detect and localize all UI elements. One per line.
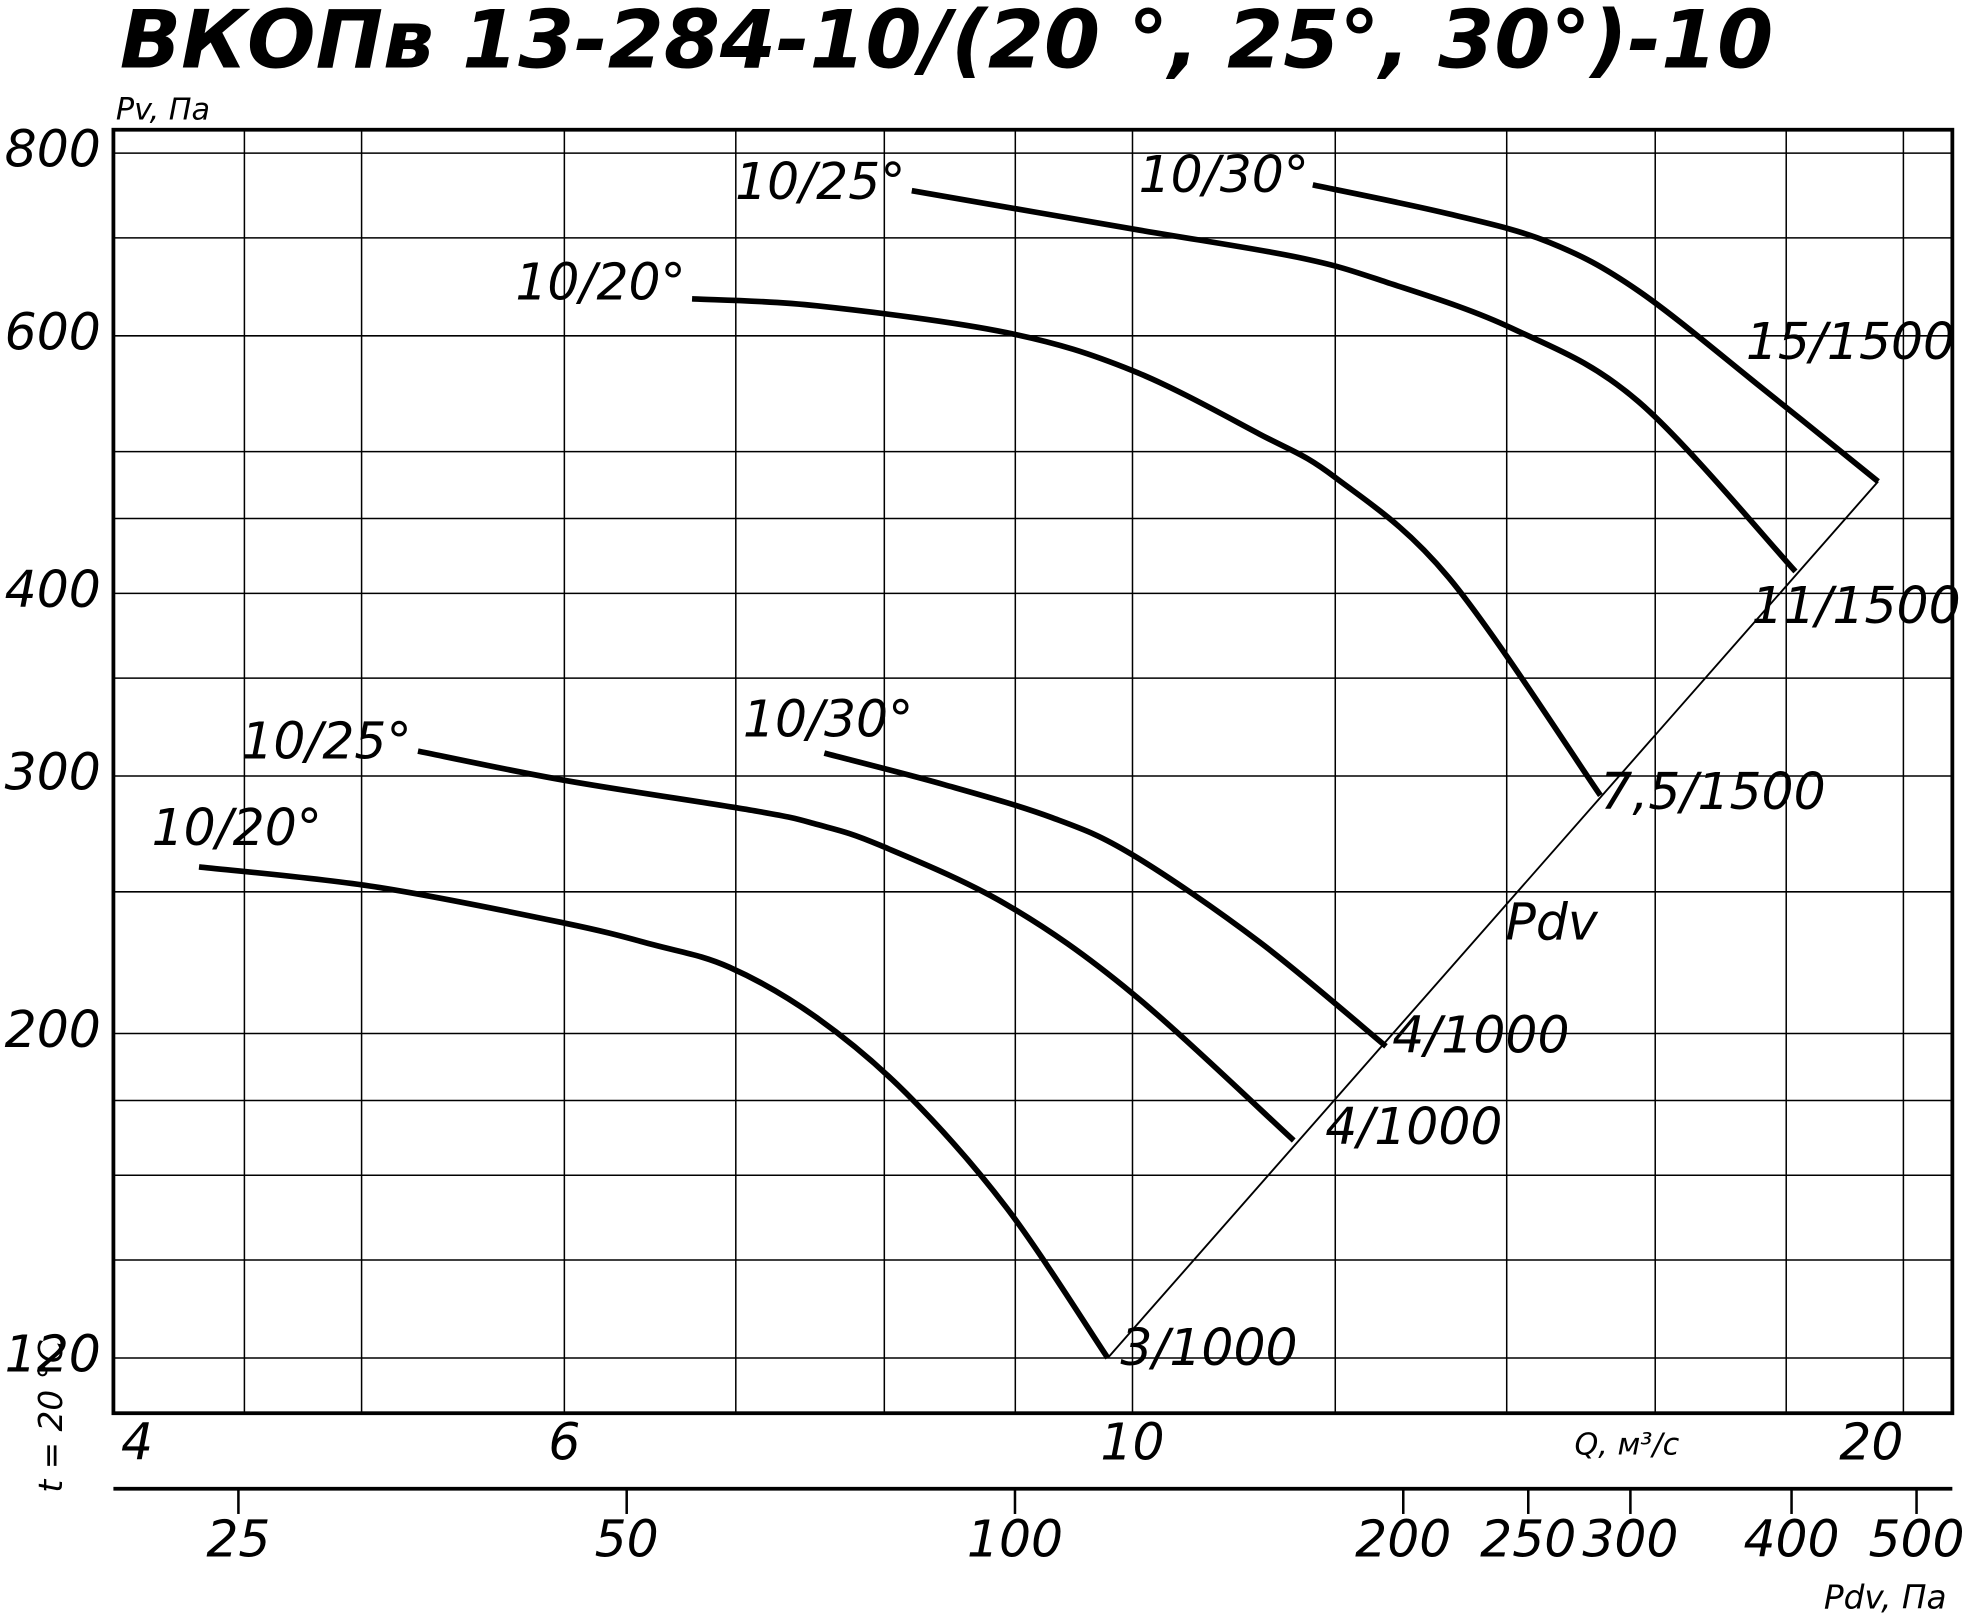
series-label: 10/30° — [1139, 145, 1309, 204]
series-label: 10/30° — [743, 689, 913, 748]
y-tick-label: 800 — [5, 120, 101, 179]
x2-tick-label: 100 — [967, 1509, 1063, 1568]
x2-tick-label: 500 — [1868, 1509, 1964, 1568]
series-label: 10/20° — [515, 253, 685, 312]
x2-axis-label: Pdv, Па — [1824, 1579, 1947, 1616]
fan-curve — [198, 864, 1111, 1360]
end-label: 3/1000 — [1120, 1318, 1297, 1377]
fan-curve — [1312, 182, 1880, 484]
fan-curve — [823, 750, 1388, 1049]
y-tick-label: 400 — [5, 560, 101, 619]
y-tick-label: 200 — [5, 1000, 101, 1059]
series-label: 10/25° — [241, 711, 411, 770]
x-tick-label: 4 — [121, 1412, 153, 1471]
x2-tick-label: 25 — [206, 1509, 270, 1568]
chart-title: ВКОПв 13-284-10/(20 °, 25°, 30°)-10 — [120, 0, 1774, 87]
x2-tick-label: 400 — [1743, 1509, 1839, 1568]
x-tick-label: 10 — [1100, 1412, 1164, 1471]
y-tick-label: 120 — [5, 1324, 101, 1383]
x2-tick-label: 250 — [1480, 1509, 1576, 1568]
side-label: t = 20 °C — [32, 1340, 70, 1492]
pdv-line — [1107, 480, 1879, 1359]
y-tick-label: 300 — [5, 743, 101, 802]
y-tick-label: 600 — [5, 302, 101, 361]
series-label: 10/25° — [735, 152, 905, 211]
fan-curve — [911, 187, 1798, 574]
x-axis-label: Q, м³/с — [1574, 1427, 1679, 1462]
end-label: 4/1000 — [1392, 1005, 1569, 1064]
end-label: 11/1500 — [1751, 576, 1960, 635]
y-axis-label: Pv, Па — [116, 92, 210, 127]
pdv-label: Pdv — [1506, 893, 1599, 952]
end-label: 7,5/1500 — [1600, 762, 1825, 821]
end-label: 4/1000 — [1325, 1097, 1502, 1156]
x-tick-label: 6 — [548, 1412, 580, 1471]
x-tick-label: 20 — [1839, 1412, 1903, 1471]
fan-curve — [417, 748, 1296, 1143]
x2-tick-label: 200 — [1355, 1509, 1451, 1568]
x2-tick-label: 50 — [595, 1509, 659, 1568]
end-label: 15/1500 — [1746, 312, 1955, 371]
series-label: 10/20° — [152, 798, 322, 857]
x2-tick-label: 300 — [1582, 1509, 1678, 1568]
fan-curve — [691, 295, 1603, 797]
